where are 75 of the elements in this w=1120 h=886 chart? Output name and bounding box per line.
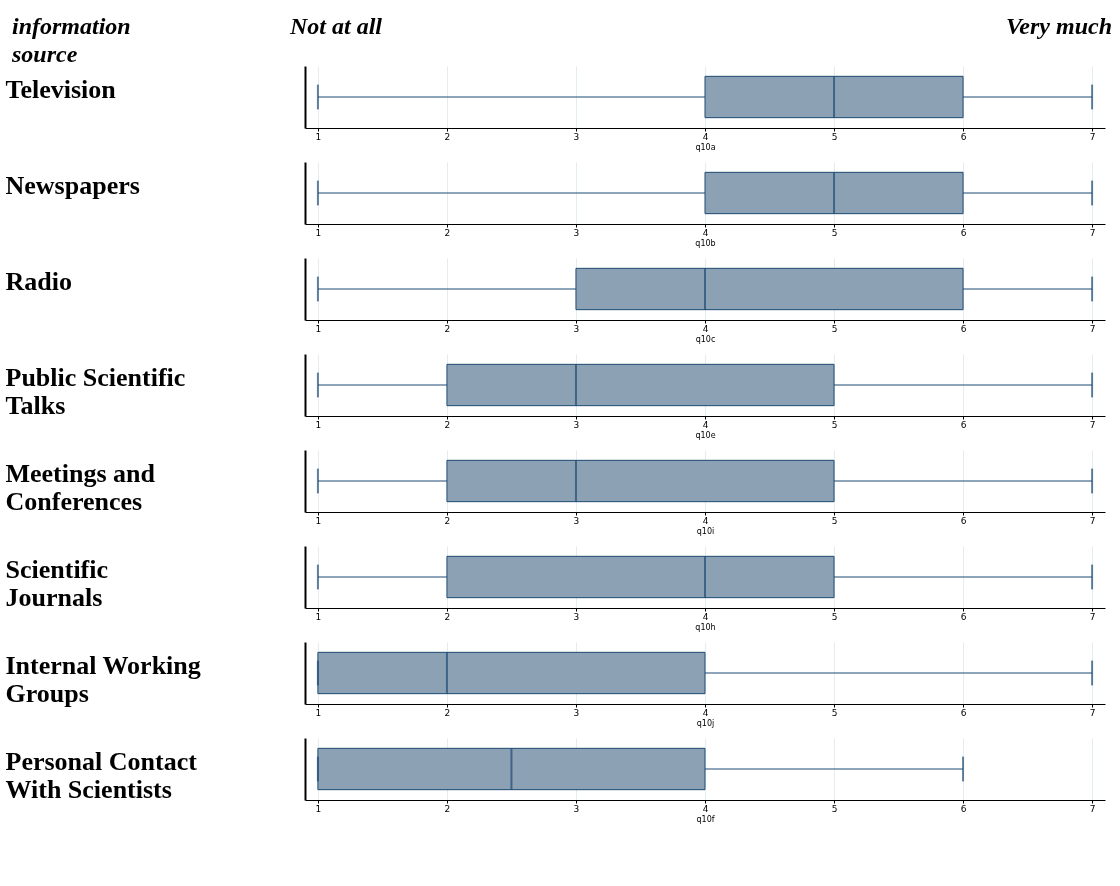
x-tick-label: 6	[960, 227, 967, 238]
x-tick-label: 1	[315, 227, 322, 238]
x-tick-label: 4	[702, 419, 709, 430]
x-tick-label: 4	[702, 323, 709, 334]
x-tick-label: 5	[831, 803, 838, 814]
x-tick-label: 6	[960, 131, 967, 142]
x-tick-label: 1	[315, 803, 322, 814]
x-tick-label: 4	[702, 707, 709, 718]
x-tick-label: 7	[1089, 419, 1096, 430]
y-axis-title: Newspapers	[5, 170, 140, 200]
x-axis-title: q10b	[695, 238, 716, 248]
y-axis-title: Public Scientific Talks	[5, 362, 186, 420]
x-tick-label: 2	[444, 803, 451, 814]
x-tick-label: 4	[702, 227, 709, 238]
x-tick-label: 3	[573, 131, 580, 142]
text: Very much	[1005, 12, 1112, 40]
x-tick-label: 5	[831, 707, 838, 718]
x-tick-label: 6	[960, 803, 967, 814]
x-axis-title: q10e	[695, 430, 716, 440]
y-axis-title: Television	[5, 74, 117, 104]
text: information source	[12, 12, 132, 68]
x-tick-label: 5	[831, 515, 838, 526]
x-axis-title: q10h	[695, 622, 716, 632]
x-tick-label: 1	[315, 707, 322, 718]
x-tick-label: 5	[831, 419, 838, 430]
x-tick-label: 5	[831, 227, 838, 238]
y-axis-title: Scientific Journals	[5, 554, 109, 612]
x-tick-label: 2	[444, 323, 451, 334]
x-tick-label: 4	[702, 803, 709, 814]
x-tick-label: 4	[702, 131, 709, 142]
x-tick-label: 1	[315, 611, 322, 622]
x-tick-label: 6	[960, 707, 967, 718]
x-tick-label: 7	[1089, 803, 1096, 814]
x-tick-label: 2	[444, 131, 451, 142]
x-axis-title: q10j	[696, 718, 715, 728]
x-tick-label: 7	[1089, 707, 1096, 718]
x-axis-title: q10f	[696, 814, 715, 824]
x-tick-label: 6	[960, 611, 967, 622]
x-tick-label: 5	[831, 131, 838, 142]
y-axis-title: Personal Contact With Scientists	[5, 746, 198, 804]
x-tick-label: 3	[573, 227, 580, 238]
x-axis-title: q10i	[696, 526, 715, 536]
x-tick-label: 3	[573, 707, 580, 718]
x-axis-title: q10a	[695, 142, 716, 152]
x-tick-label: 5	[831, 611, 838, 622]
y-axis-title: Meetings and Conferences	[5, 458, 156, 516]
x-tick-label: 2	[444, 419, 451, 430]
x-tick-label: 1	[315, 131, 322, 142]
x-tick-label: 5	[831, 323, 838, 334]
x-tick-label: 3	[573, 419, 580, 430]
x-tick-label: 7	[1089, 323, 1096, 334]
x-tick-label: 2	[444, 707, 451, 718]
x-tick-label: 6	[960, 515, 967, 526]
y-axis-title: Radio	[5, 266, 72, 296]
x-tick-label: 3	[573, 323, 580, 334]
x-tick-label: 3	[573, 803, 580, 814]
x-tick-label: 7	[1089, 131, 1096, 142]
x-tick-label: 2	[444, 227, 451, 238]
x-tick-label: 2	[444, 611, 451, 622]
x-tick-label: 3	[573, 611, 580, 622]
x-tick-label: 2	[444, 515, 451, 526]
x-axis-title: q10c	[695, 334, 716, 344]
x-tick-label: 6	[960, 419, 967, 430]
x-tick-label: 3	[573, 515, 580, 526]
x-tick-label: 4	[702, 611, 709, 622]
x-tick-label: 6	[960, 323, 967, 334]
x-tick-label: 7	[1089, 227, 1096, 238]
x-tick-label: 1	[315, 419, 322, 430]
x-tick-label: 7	[1089, 611, 1096, 622]
x-tick-label: 7	[1089, 515, 1096, 526]
x-tick-label: 4	[702, 515, 709, 526]
text: Not at all	[290, 12, 383, 40]
y-axis-title: Internal Working Groups	[5, 650, 201, 708]
x-tick-label: 1	[315, 323, 322, 334]
x-tick-label: 1	[315, 515, 322, 526]
